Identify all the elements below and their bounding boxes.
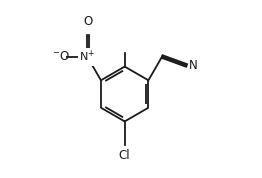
Text: Cl: Cl (119, 149, 130, 162)
Text: N$^{+}$: N$^{+}$ (79, 49, 95, 64)
Text: N: N (189, 59, 198, 72)
Text: $^{-}$O: $^{-}$O (52, 50, 70, 63)
Text: O: O (83, 15, 92, 28)
